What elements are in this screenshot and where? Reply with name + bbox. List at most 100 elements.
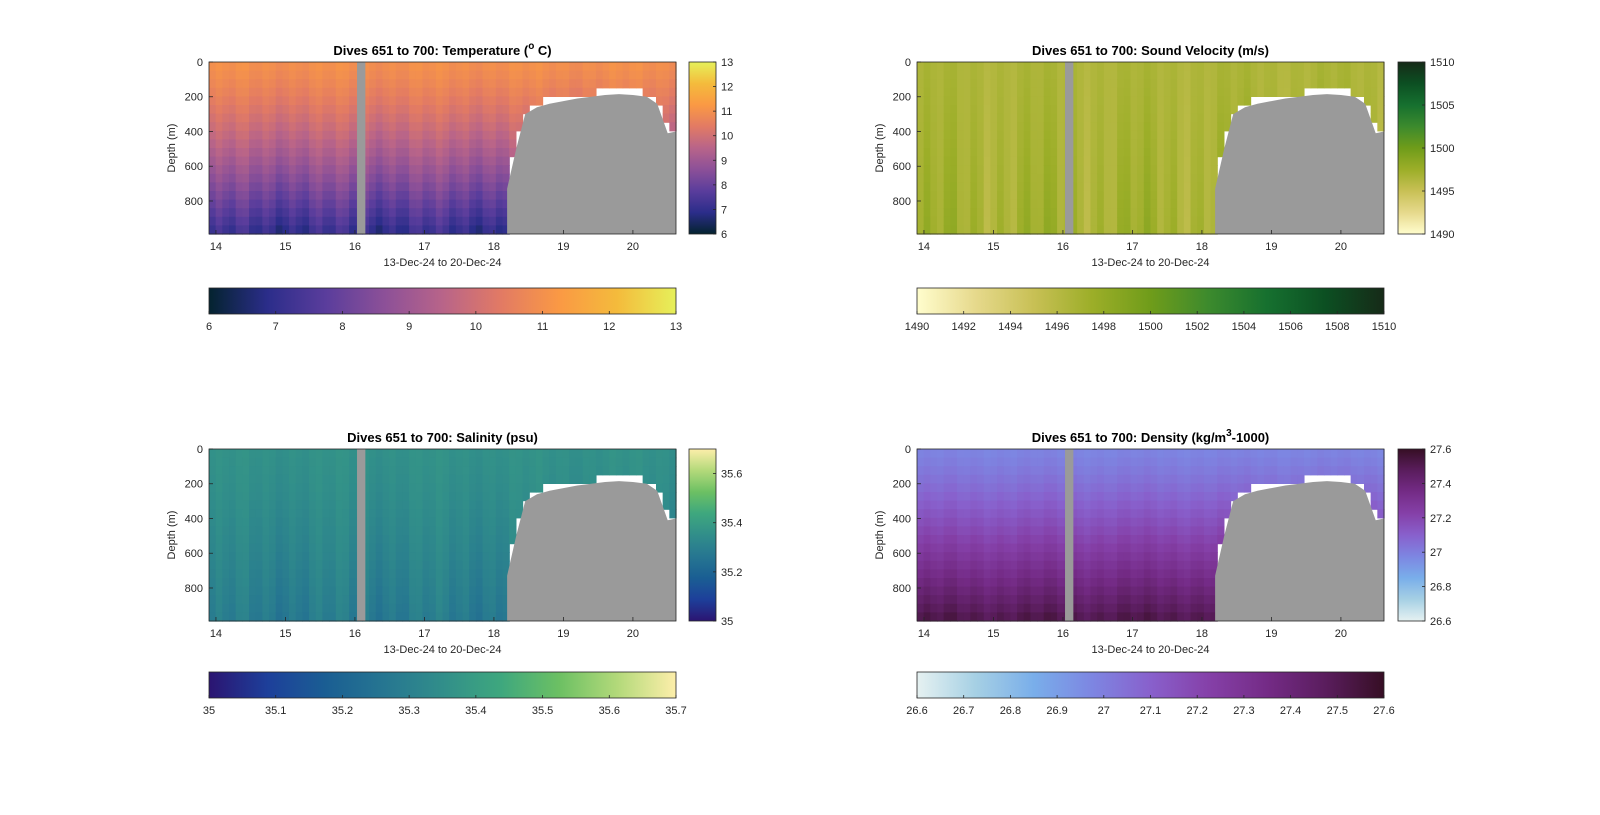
data-cell	[215, 122, 223, 132]
data-cell	[249, 578, 257, 588]
data-cell	[262, 552, 270, 562]
data-cell	[295, 474, 303, 484]
data-cell	[1097, 560, 1105, 570]
data-cell	[1023, 466, 1032, 476]
data-cell	[1037, 130, 1045, 140]
data-cell	[415, 578, 424, 588]
data-cell	[1130, 474, 1138, 484]
data-cell	[1350, 79, 1358, 89]
data-cell	[1177, 535, 1185, 545]
colorbar-tick-label: 1496	[1045, 321, 1069, 333]
data-cell	[429, 148, 437, 158]
data-cell	[1117, 105, 1125, 115]
data-cell	[429, 466, 437, 476]
data-cell	[435, 586, 444, 596]
data-cell	[1017, 466, 1025, 476]
data-cell	[315, 526, 324, 536]
data-cell	[329, 225, 337, 235]
data-cell	[275, 148, 283, 158]
data-cell	[1170, 492, 1178, 502]
data-cell	[1030, 612, 1038, 622]
data-cell	[255, 560, 263, 570]
data-cell	[269, 105, 277, 115]
data-cell	[349, 535, 357, 545]
data-cell	[442, 449, 450, 459]
data-cell	[535, 483, 544, 493]
data-cell	[242, 560, 250, 570]
data-cell	[1363, 62, 1372, 72]
data-cell	[1183, 543, 1192, 553]
data-cell	[1377, 509, 1385, 519]
data-cell	[957, 199, 965, 209]
data-cell	[1143, 216, 1152, 226]
data-cell	[1183, 105, 1192, 115]
data-cell	[1017, 483, 1025, 493]
data-cell	[1083, 199, 1092, 209]
data-cell	[1103, 156, 1112, 166]
data-cell	[917, 208, 925, 218]
data-cell	[215, 603, 223, 613]
data-cell	[1017, 130, 1025, 140]
data-cell	[349, 173, 357, 183]
data-cell	[415, 113, 424, 123]
data-cell	[1070, 492, 1078, 502]
data-cell	[1083, 173, 1092, 183]
data-cell	[1137, 96, 1145, 106]
data-cell	[1270, 466, 1278, 476]
data-cell	[349, 62, 357, 72]
data-cell	[462, 70, 470, 80]
data-cell	[235, 569, 243, 579]
data-cell	[1083, 182, 1092, 192]
data-cell	[1157, 130, 1165, 140]
data-cell	[402, 199, 410, 209]
data-cell	[575, 79, 584, 89]
data-cell	[1083, 612, 1092, 622]
data-cell	[255, 569, 263, 579]
data-cell	[342, 96, 350, 106]
data-cell	[1117, 173, 1125, 183]
data-cell	[1043, 96, 1052, 106]
data-cell	[209, 130, 217, 140]
data-cell	[1083, 492, 1092, 502]
data-cell	[402, 483, 410, 493]
data-cell	[1170, 466, 1178, 476]
sound-velocity-data-gap	[1065, 62, 1074, 234]
data-cell	[1037, 122, 1045, 132]
data-cell	[415, 62, 424, 72]
data-cell	[389, 148, 397, 158]
data-cell	[1290, 449, 1298, 459]
colorbar-tick-label: 8	[721, 180, 727, 192]
data-cell	[469, 62, 477, 72]
data-cell	[1103, 483, 1112, 493]
data-cell	[222, 216, 230, 226]
data-cell	[1090, 457, 1098, 467]
data-cell	[382, 483, 390, 493]
data-cell	[242, 578, 250, 588]
data-cell	[1177, 552, 1185, 562]
data-cell	[1197, 122, 1205, 132]
data-cell	[1177, 113, 1185, 123]
data-cell	[369, 552, 377, 562]
data-cell	[362, 79, 370, 89]
data-cell	[409, 500, 417, 510]
data-cell	[1370, 87, 1378, 97]
data-cell	[1043, 492, 1052, 502]
data-cell	[1343, 62, 1352, 72]
data-cell	[1003, 457, 1011, 467]
data-cell	[1123, 216, 1132, 226]
data-cell	[429, 216, 437, 226]
data-cell	[1163, 148, 1172, 158]
data-cell	[369, 457, 377, 467]
y-axis-label: Depth (m)	[874, 511, 886, 560]
data-cell	[362, 569, 370, 579]
data-cell	[1157, 612, 1165, 622]
data-cell	[1177, 216, 1185, 226]
data-cell	[229, 70, 237, 80]
data-cell	[1270, 79, 1278, 89]
data-cell	[535, 96, 544, 106]
data-cell	[502, 87, 510, 97]
data-cell	[1197, 569, 1205, 579]
data-cell	[1030, 474, 1038, 484]
data-cell	[1277, 87, 1285, 97]
data-cell	[249, 79, 257, 89]
